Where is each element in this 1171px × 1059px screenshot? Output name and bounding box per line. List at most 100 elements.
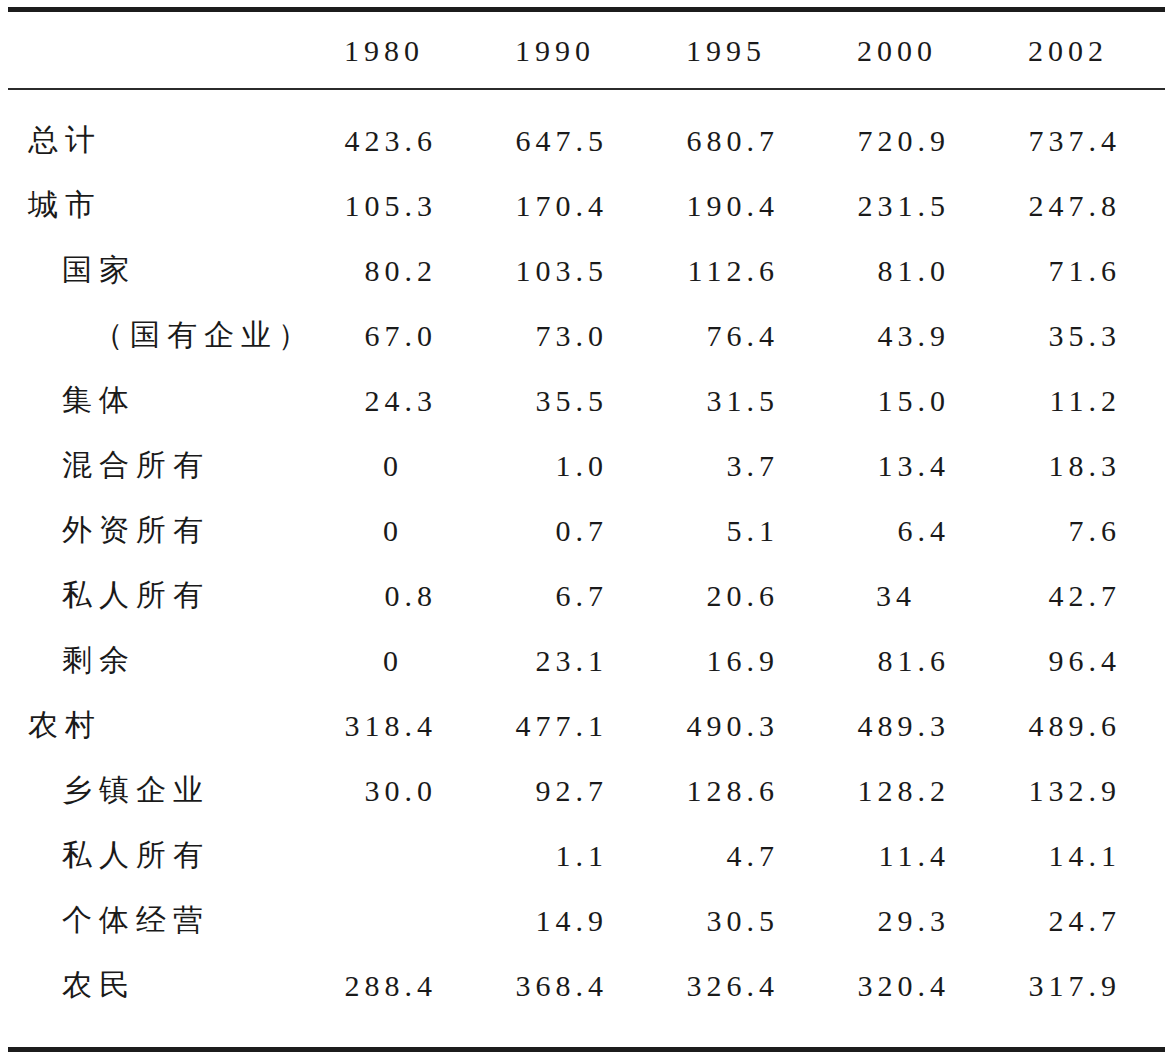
value-cell: 4.7 <box>608 839 779 873</box>
value-cell: 132.9 <box>950 774 1121 808</box>
value-cell: 42.7 <box>950 579 1121 613</box>
row-label: 剩余 <box>28 640 266 681</box>
table-row: 农民288.4368.4326.4320.4317.9 <box>28 953 1121 1018</box>
value-cell: 170.4 <box>437 189 608 223</box>
value-cell: 317.9 <box>950 969 1121 1003</box>
value-cell: 320.4 <box>779 969 950 1003</box>
value-cell: 43.9 <box>779 319 950 353</box>
row-label: 国家 <box>28 250 266 291</box>
value-cell: 288.4 <box>266 969 437 1003</box>
table-row: 私人所有 1.14.711.414.1 <box>28 823 1121 888</box>
row-label: 个体经营 <box>28 900 266 941</box>
table-row: 私人所有0.86.720.63442.7 <box>28 563 1121 628</box>
table-row: 城市105.3170.4190.4231.5247.8 <box>28 173 1121 238</box>
value-cell: 13.4 <box>779 449 950 483</box>
value-cell: 231.5 <box>779 189 950 223</box>
value-cell: 16.9 <box>608 644 779 678</box>
row-label: 混合所有 <box>28 445 266 486</box>
row-label: 私人所有 <box>28 835 266 876</box>
value-cell: 31.5 <box>608 384 779 418</box>
value-cell: 92.7 <box>437 774 608 808</box>
row-label: 总计 <box>28 120 266 161</box>
value-cell: 128.2 <box>779 774 950 808</box>
scanned-statistics-table-page: 19801990199520002002 总计423.6647.5680.772… <box>0 0 1171 1059</box>
value-cell: 15.0 <box>779 384 950 418</box>
value-cell: 81.0 <box>779 254 950 288</box>
value-cell: 0 <box>266 449 437 483</box>
value-cell: 11.2 <box>950 384 1121 418</box>
value-cell: 105.3 <box>266 189 437 223</box>
value-cell: 190.4 <box>608 189 779 223</box>
value-cell: 128.6 <box>608 774 779 808</box>
table-bottom-rule <box>8 1047 1165 1052</box>
value-cell: 490.3 <box>608 709 779 743</box>
value-cell: 14.9 <box>437 904 608 938</box>
value-cell: 5.1 <box>608 514 779 548</box>
row-label: 城市 <box>28 185 266 226</box>
row-label: 农民 <box>28 965 266 1006</box>
value-cell: 73.0 <box>437 319 608 353</box>
value-cell: 112.6 <box>608 254 779 288</box>
table-row: 混合所有01.03.713.418.3 <box>28 433 1121 498</box>
value-cell: 23.1 <box>437 644 608 678</box>
table-row: 外资所有00.75.16.47.6 <box>28 498 1121 563</box>
value-cell: 423.6 <box>266 124 437 158</box>
value-cell: 247.8 <box>950 189 1121 223</box>
value-cell: 0.8 <box>266 579 437 613</box>
value-cell: 0 <box>266 514 437 548</box>
value-cell: 647.5 <box>437 124 608 158</box>
value-cell: 24.7 <box>950 904 1121 938</box>
value-cell: 1.0 <box>437 449 608 483</box>
value-cell: 103.5 <box>437 254 608 288</box>
value-cell: 18.3 <box>950 449 1121 483</box>
value-cell: 11.4 <box>779 839 950 873</box>
table-row: 国家80.2103.5112.681.071.6 <box>28 238 1121 303</box>
table-row: 集体24.335.531.515.011.2 <box>28 368 1121 433</box>
year-column-header: 2002 <box>950 34 1121 68</box>
value-cell: 0 <box>266 644 437 678</box>
table-row: 剩余023.116.981.696.4 <box>28 628 1121 693</box>
value-cell: 14.1 <box>950 839 1121 873</box>
value-cell: 6.7 <box>437 579 608 613</box>
value-cell: 477.1 <box>437 709 608 743</box>
table-row: 乡镇企业30.092.7128.6128.2132.9 <box>28 758 1121 823</box>
value-cell: 318.4 <box>266 709 437 743</box>
row-label: 农村 <box>28 705 266 746</box>
row-label: （国有企业） <box>28 315 266 356</box>
value-cell: 30.0 <box>266 774 437 808</box>
value-cell: 20.6 <box>608 579 779 613</box>
data-table: 19801990199520002002 总计423.6647.5680.772… <box>28 12 1121 1018</box>
value-cell: 0.7 <box>437 514 608 548</box>
value-cell: 80.2 <box>266 254 437 288</box>
value-cell: 720.9 <box>779 124 950 158</box>
value-cell: 6.4 <box>779 514 950 548</box>
value-cell: 81.6 <box>779 644 950 678</box>
row-label: 集体 <box>28 380 266 421</box>
value-cell: 30.5 <box>608 904 779 938</box>
table-row: 个体经营14.930.529.324.7 <box>28 888 1121 953</box>
value-cell: 71.6 <box>950 254 1121 288</box>
value-cell: 76.4 <box>608 319 779 353</box>
value-cell: 489.6 <box>950 709 1121 743</box>
table-body: 总计423.6647.5680.7720.9737.4城市105.3170.41… <box>28 88 1121 1018</box>
value-cell: 1.1 <box>437 839 608 873</box>
year-column-header: 2000 <box>779 34 950 68</box>
table-row: 总计423.6647.5680.7720.9737.4 <box>28 108 1121 173</box>
year-column-header: 1995 <box>608 34 779 68</box>
value-cell: 680.7 <box>608 124 779 158</box>
year-column-header: 1980 <box>266 34 437 68</box>
value-cell: 326.4 <box>608 969 779 1003</box>
table-row: 农村318.4477.1490.3489.3489.6 <box>28 693 1121 758</box>
value-cell: 34 <box>779 579 950 613</box>
value-cell: 35.5 <box>437 384 608 418</box>
value-cell: 24.3 <box>266 384 437 418</box>
value-cell: 35.3 <box>950 319 1121 353</box>
table-row: （国有企业）67.073.076.443.935.3 <box>28 303 1121 368</box>
table-header-row: 19801990199520002002 <box>28 12 1121 88</box>
value-cell: 67.0 <box>266 319 437 353</box>
value-cell: 737.4 <box>950 124 1121 158</box>
value-cell: 3.7 <box>608 449 779 483</box>
value-cell: 7.6 <box>950 514 1121 548</box>
row-label: 外资所有 <box>28 510 266 551</box>
row-label: 私人所有 <box>28 575 266 616</box>
